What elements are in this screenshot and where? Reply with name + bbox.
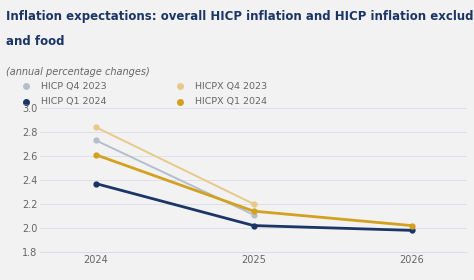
Text: HICPX Q1 2024: HICPX Q1 2024	[195, 97, 267, 106]
Text: (annual percentage changes): (annual percentage changes)	[6, 67, 149, 77]
Text: Inflation expectations: overall HICP inflation and HICP inflation excluding ener: Inflation expectations: overall HICP inf…	[6, 10, 474, 23]
Text: HICP Q1 2024: HICP Q1 2024	[41, 97, 107, 106]
Text: and food: and food	[6, 35, 64, 48]
Text: HICPX Q4 2023: HICPX Q4 2023	[195, 82, 267, 91]
Text: HICP Q4 2023: HICP Q4 2023	[41, 82, 107, 91]
